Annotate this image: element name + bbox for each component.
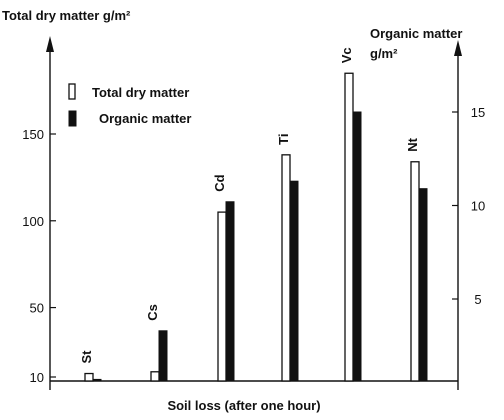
category-label-ti: Ti xyxy=(276,134,291,145)
legend-label-total: Total dry matter xyxy=(92,85,189,100)
category-label-st: St xyxy=(79,350,94,364)
y-axis-title: Total dry matter g/m² xyxy=(2,8,131,23)
legend-label-organic: Organic matter xyxy=(99,111,191,126)
right-tick-label: 15 xyxy=(471,105,485,120)
bar-total-st xyxy=(84,372,94,382)
y2-axis-title-line2: g/m² xyxy=(370,46,398,61)
bar-total-nt xyxy=(410,161,420,382)
left-tick-label: 10 xyxy=(30,370,44,385)
bar-total-ti xyxy=(281,154,291,382)
left-axis-arrow xyxy=(46,36,54,52)
right-tick-label: 10 xyxy=(471,199,485,214)
y2-axis-title-line1: Organic matter xyxy=(370,26,462,41)
category-label-cs: Cs xyxy=(145,304,160,321)
bar-total-cd xyxy=(217,211,227,382)
category-label-vc: Vc xyxy=(339,47,354,63)
left-tick-label: 100 xyxy=(22,214,44,229)
left-axis-ticks: 10 50 100 150 xyxy=(22,127,56,385)
left-tick-label: 150 xyxy=(22,127,44,142)
legend: Total dry matter Organic matter xyxy=(68,83,191,127)
category-labels: St Cs Cd Ti Vc Nt xyxy=(79,47,420,363)
bar-organic-vc xyxy=(352,111,362,382)
bar-organic-ti xyxy=(289,180,299,382)
legend-swatch-organic xyxy=(68,110,77,127)
bar-organic-cs xyxy=(158,330,168,382)
right-tick-label: 5 xyxy=(474,292,481,307)
bar-total-cs xyxy=(150,371,160,382)
category-label-nt: Nt xyxy=(405,137,420,151)
category-label-cd: Cd xyxy=(212,174,227,191)
right-axis-arrow xyxy=(454,40,462,56)
left-tick-label: 50 xyxy=(30,301,44,316)
bar-organic-nt xyxy=(418,188,428,382)
legend-swatch-total xyxy=(68,83,76,100)
bar-total-vc xyxy=(344,72,354,382)
x-axis-title: Soil loss (after one hour) xyxy=(167,398,320,413)
bar-organic-cd xyxy=(225,201,235,382)
right-axis-ticks: 5 10 15 xyxy=(452,105,485,307)
bars xyxy=(84,72,428,382)
bar-organic-st xyxy=(92,378,102,382)
